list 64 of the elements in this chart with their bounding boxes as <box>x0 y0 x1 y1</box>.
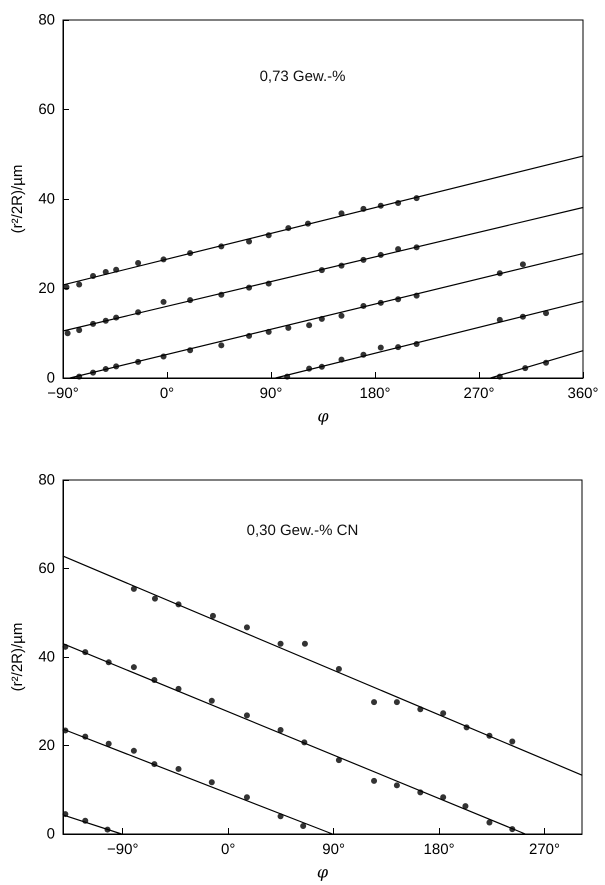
y-tick-label: 0 <box>46 826 55 842</box>
x-tick-label: 270° <box>463 385 495 402</box>
point <box>218 342 224 348</box>
point <box>394 782 400 788</box>
point <box>371 778 378 784</box>
point <box>76 327 82 334</box>
x-tick-label: −90° <box>47 385 79 402</box>
point <box>486 819 492 826</box>
point <box>244 624 250 630</box>
point <box>208 779 215 786</box>
y-tick-label: 0 <box>46 370 55 386</box>
text: 0,73 Gew.-% <box>260 68 346 85</box>
text: 0,30 Gew.-% CN <box>246 522 358 539</box>
point <box>135 260 142 266</box>
x-axis-title: φ <box>317 406 330 426</box>
point <box>210 612 216 619</box>
point <box>76 281 82 288</box>
point <box>285 324 292 331</box>
y-tick-label: 80 <box>38 12 55 28</box>
point <box>440 794 446 800</box>
x-tick-label: 90° <box>260 385 282 402</box>
point <box>509 738 516 745</box>
point <box>208 698 215 704</box>
x-tick-label: 180° <box>424 841 455 858</box>
x-tick-label: 0° <box>221 841 236 858</box>
y-tick-label: 20 <box>38 737 55 754</box>
point <box>440 710 446 716</box>
point <box>244 794 250 800</box>
point <box>306 322 312 328</box>
x-tick-label: 180° <box>359 385 391 402</box>
y-tick-label: 80 <box>38 472 55 488</box>
x-tick-label: 0° <box>160 385 174 402</box>
point <box>302 640 308 647</box>
point <box>64 330 71 336</box>
point <box>371 699 378 706</box>
y-tick-label: 40 <box>38 190 55 208</box>
point <box>176 766 182 772</box>
y-tick-label: 60 <box>38 560 55 577</box>
point <box>338 312 344 319</box>
point <box>520 261 526 268</box>
point <box>130 748 137 754</box>
x-tick-label: 270° <box>528 841 560 858</box>
point <box>278 640 284 647</box>
point <box>394 699 400 706</box>
x-tick-label: 90° <box>322 841 345 858</box>
point <box>336 666 342 672</box>
y-tick-label: 20 <box>38 280 55 297</box>
y-axis-title: (r²/2R)/µm <box>9 622 26 692</box>
point <box>300 823 306 830</box>
y-tick-label: 40 <box>38 648 55 666</box>
point <box>160 298 167 305</box>
point <box>278 727 284 734</box>
y-tick-label: 60 <box>38 101 55 118</box>
x-axis-title: φ <box>316 862 329 882</box>
point <box>378 344 384 351</box>
point <box>244 712 250 718</box>
point <box>336 757 342 764</box>
x-tick-label: −90° <box>107 841 138 858</box>
point <box>106 740 112 747</box>
point <box>152 596 158 602</box>
y-axis-title: (r²/2R)/µm <box>9 164 26 234</box>
point <box>462 803 468 810</box>
point <box>130 664 137 670</box>
x-tick-label: 360° <box>567 385 599 402</box>
